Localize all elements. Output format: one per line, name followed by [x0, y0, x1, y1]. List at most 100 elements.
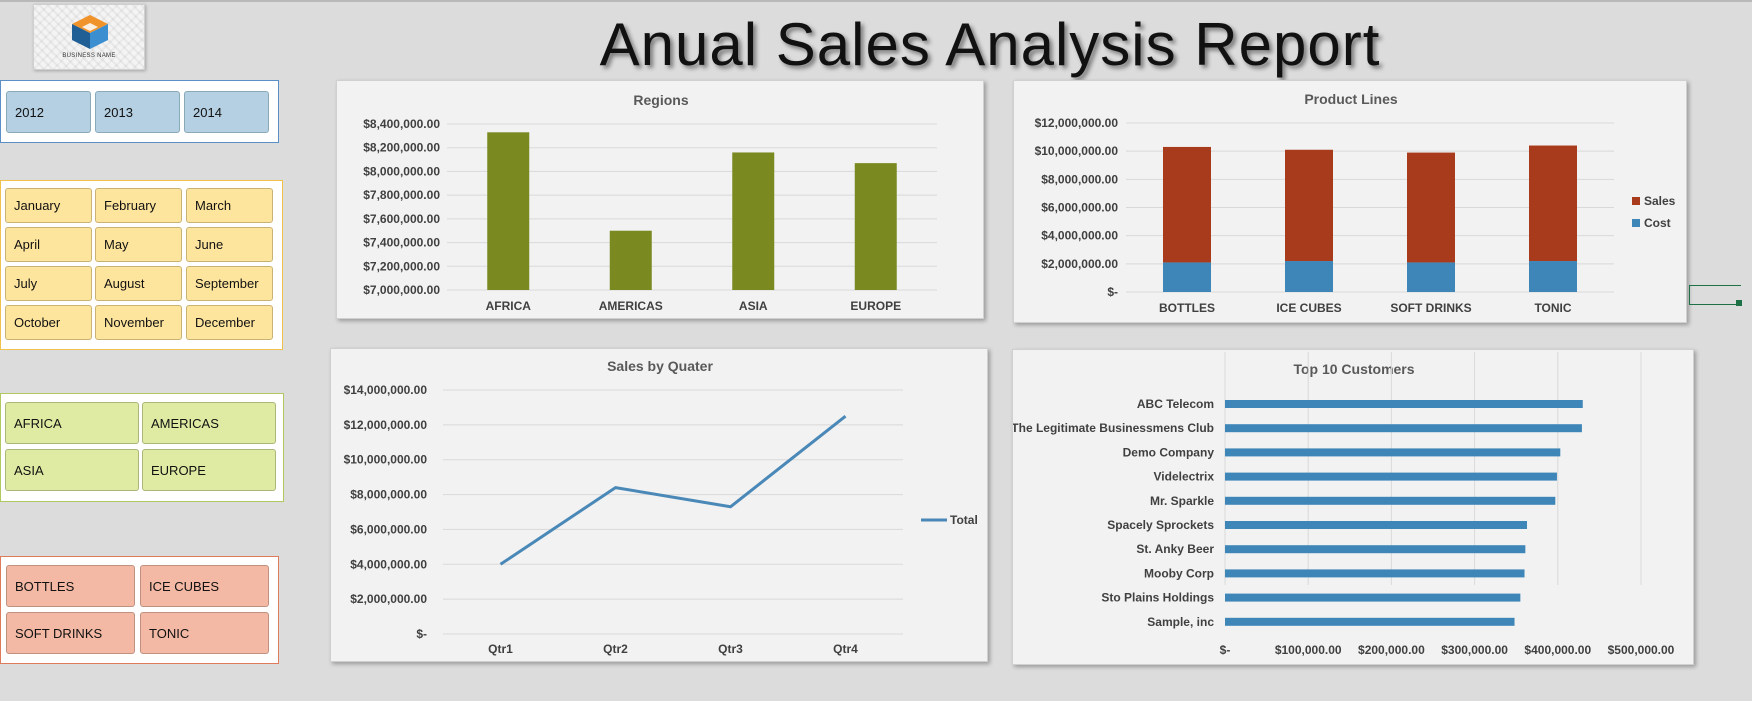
month-november-button[interactable]: November	[95, 305, 182, 340]
top-customers-chart-panel[interactable]: Top 10 Customers $- $100,000.00 $200,000.00…	[1012, 349, 1694, 665]
y-tick-label: $6,000,000.00	[1041, 201, 1118, 215]
y-tick-label: St. Anky Beer	[1136, 542, 1214, 556]
month-february-button[interactable]: February	[95, 188, 182, 223]
y-tick-label: $2,000,000.00	[1041, 257, 1118, 271]
bar-africa	[487, 132, 530, 290]
y-tick-label: Mr. Sparkle	[1150, 494, 1214, 508]
product-soft-drinks-button[interactable]: SOFT DRINKS	[6, 612, 135, 654]
x-tick-label: Qtr2	[603, 642, 628, 656]
y-tick-label: $12,000,000.00	[344, 418, 428, 432]
month-september-button[interactable]: September	[186, 266, 273, 301]
y-tick-label: $8,000,000.00	[1041, 172, 1118, 186]
sales-segment-bottles	[1163, 146, 1211, 263]
y-tick-label: $6,000,000.00	[350, 522, 427, 536]
month-january-button[interactable]: January	[5, 188, 92, 223]
y-tick-label: $7,200,000.00	[363, 259, 440, 273]
sales-segment-ice-cubes	[1285, 149, 1333, 262]
y-tick-label: $10,000,000.00	[344, 453, 428, 467]
region-africa-button[interactable]: AFRICA	[5, 402, 139, 444]
product-lines-chart: Product Lines $- $2,000,000.00 $4,000,000.0…	[1035, 91, 1676, 315]
region-americas-button[interactable]: AMERICAS	[142, 402, 276, 444]
y-tick-label: $2,000,000.00	[350, 592, 427, 606]
bar-demo-company	[1225, 448, 1561, 457]
y-tick-label: The Legitimate Businessmens Club	[1013, 421, 1214, 435]
month-december-button[interactable]: December	[186, 305, 273, 340]
month-may-button[interactable]: May	[95, 227, 182, 262]
legend-swatch-cost	[1632, 219, 1640, 227]
bar-abc-telecom	[1225, 400, 1583, 408]
y-tick-label: $-	[1107, 285, 1118, 299]
y-tick-label: $8,000,000.00	[350, 488, 427, 502]
bar-sample-inc	[1225, 617, 1515, 626]
x-tick-label: ASIA	[739, 299, 768, 313]
y-tick-label: $4,000,000.00	[1041, 229, 1118, 243]
sales-by-quarter-chart-panel[interactable]: Sales by Quater $- $2,000,000.00 $4,000,000…	[330, 348, 988, 662]
x-tick-label: ICE CUBES	[1276, 301, 1341, 315]
y-tick-label: $8,200,000.00	[363, 141, 440, 155]
x-tick-label: Qtr4	[833, 642, 858, 656]
y-tick-label: Sample, inc	[1147, 615, 1214, 629]
x-tick-label: $300,000.00	[1441, 643, 1508, 657]
month-slicer: January February March April May June Ju…	[0, 180, 283, 350]
product-tonic-button[interactable]: TONIC	[140, 612, 269, 654]
cost-segment-bottles	[1163, 262, 1211, 292]
x-tick-label: Qtr3	[718, 642, 743, 656]
bar-the-legitimate-businessmens-club	[1225, 424, 1582, 433]
x-tick-label: $400,000.00	[1524, 643, 1591, 657]
x-tick-label: $-	[1220, 643, 1231, 657]
product-ice-cubes-button[interactable]: ICE CUBES	[140, 565, 269, 607]
product-lines-chart-panel[interactable]: Product Lines $- $2,000,000.00 $4,000,000.0…	[1013, 80, 1687, 323]
y-tick-label: Mooby Corp	[1144, 566, 1214, 580]
y-tick-label: $12,000,000.00	[1035, 116, 1119, 130]
legend-label-sales: Sales	[1644, 194, 1676, 208]
y-tick-label: Sto Plains Holdings	[1101, 591, 1214, 605]
year-2014-button[interactable]: 2014	[184, 91, 269, 133]
month-march-button[interactable]: March	[186, 188, 273, 223]
cost-segment-tonic	[1529, 261, 1577, 292]
region-slicer: AFRICA AMERICAS ASIA EUROPE	[0, 393, 284, 502]
y-tick-label: $7,400,000.00	[363, 236, 440, 250]
month-april-button[interactable]: April	[5, 227, 92, 262]
region-asia-button[interactable]: ASIA	[5, 449, 139, 491]
cost-segment-ice-cubes	[1285, 261, 1333, 292]
bar-mr-sparkle	[1225, 496, 1556, 505]
regions-chart: Regions $7,000,000.00 $7,200,000.00 $7,400,…	[363, 92, 937, 313]
company-logo: BUSINESS NAME	[33, 4, 145, 70]
region-europe-button[interactable]: EUROPE	[142, 449, 276, 491]
legend-label-total: Total	[950, 513, 978, 527]
month-june-button[interactable]: June	[186, 227, 273, 262]
year-2012-button[interactable]: 2012	[6, 91, 91, 133]
y-tick-label: $8,400,000.00	[363, 117, 440, 131]
y-tick-label: Videlectrix	[1154, 470, 1215, 484]
month-july-button[interactable]: July	[5, 266, 92, 301]
regions-chart-panel[interactable]: Regions $7,000,000.00 $7,200,000.00 $7,400,…	[336, 80, 984, 319]
selection-handle[interactable]	[1736, 300, 1742, 306]
y-tick-label: Demo Company	[1123, 445, 1215, 459]
chart-title: Regions	[633, 92, 688, 108]
cost-segment-soft-drinks	[1407, 262, 1455, 292]
x-tick-label: $200,000.00	[1358, 643, 1425, 657]
sales-segment-tonic	[1529, 145, 1577, 262]
legend-swatch-sales	[1632, 197, 1640, 205]
y-tick-label: $7,600,000.00	[363, 212, 440, 226]
year-2013-button[interactable]: 2013	[95, 91, 180, 133]
sales-segment-soft-drinks	[1407, 152, 1455, 263]
bar-asia	[732, 152, 775, 290]
chart-title: Product Lines	[1304, 91, 1398, 107]
product-bottles-button[interactable]: BOTTLES	[6, 565, 135, 607]
month-october-button[interactable]: October	[5, 305, 92, 340]
y-tick-label: $-	[416, 627, 427, 641]
month-august-button[interactable]: August	[95, 266, 182, 301]
logo-text: BUSINESS NAME	[62, 53, 116, 59]
x-tick-label: Qtr1	[488, 642, 513, 656]
cube-logo-icon	[72, 15, 108, 49]
bar-sto-plains-holdings	[1225, 593, 1521, 602]
top-customers-chart: Top 10 Customers $- $100,000.00 $200,000.00…	[1013, 352, 1675, 657]
chart-title: Top 10 Customers	[1293, 361, 1414, 377]
y-tick-label: $8,000,000.00	[363, 164, 440, 178]
y-tick-label: $10,000,000.00	[1035, 144, 1119, 158]
x-tick-label: AFRICA	[486, 299, 532, 313]
bar-mooby-corp	[1225, 569, 1525, 578]
cell-selection	[1689, 285, 1741, 305]
product-slicer: BOTTLES ICE CUBES SOFT DRINKS TONIC	[0, 556, 279, 664]
